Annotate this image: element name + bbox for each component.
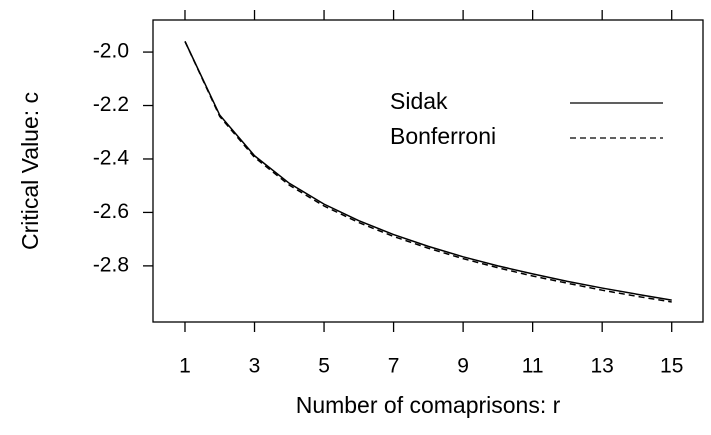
x-tick-label: 15 (660, 355, 683, 378)
x-tick-label: 11 (522, 355, 544, 378)
y-tick-label: -2.0 (93, 40, 129, 63)
plot-frame (152, 19, 704, 323)
x-tick-label: 3 (249, 355, 261, 378)
y-tick-label: -2.8 (93, 253, 129, 276)
legend-label: Bonferroni (390, 123, 496, 149)
x-tick-label: 13 (590, 355, 613, 378)
y-tick-label: -2.2 (93, 93, 129, 116)
y-tick-label: -2.6 (93, 200, 129, 223)
x-tick-label: 7 (388, 355, 400, 378)
x-tick-label: 1 (179, 355, 191, 378)
series-line (184, 41, 672, 303)
x-tick-label: 9 (457, 355, 469, 378)
y-tick-label: -2.4 (93, 147, 130, 170)
series-line (184, 41, 672, 301)
legend-label: Sidak (390, 88, 448, 114)
x-axis-label: Number of comaprisons: r (296, 392, 561, 418)
x-tick-label: 5 (318, 355, 330, 378)
y-axis-label: Critical Value: c (17, 92, 43, 250)
